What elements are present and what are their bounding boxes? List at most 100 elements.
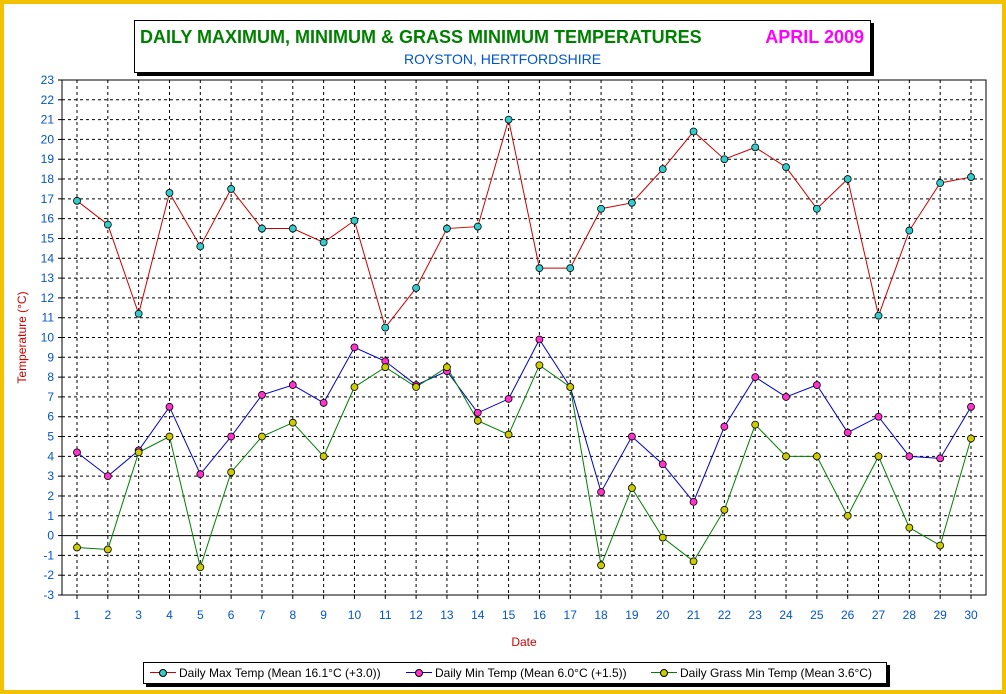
x-tick-label: 20 (656, 608, 670, 622)
max-temp-point (812, 204, 821, 213)
x-tick-label: 26 (841, 608, 855, 622)
x-axis-label: Date (511, 635, 537, 649)
grass-min-temp-point (258, 432, 266, 441)
x-tick-label: 10 (348, 608, 362, 622)
min-temp-point (905, 452, 914, 461)
max-temp-point (319, 238, 328, 247)
max-temp-point (165, 189, 174, 197)
x-tick-label: 16 (533, 608, 547, 622)
y-tick-label: 7 (47, 390, 54, 404)
max-temp-point (473, 222, 482, 231)
y-tick-label: 14 (41, 251, 55, 265)
y-tick-label: -3 (43, 588, 54, 602)
y-tick-label: 2 (47, 489, 54, 503)
x-tick-label: 15 (502, 608, 516, 622)
y-axis-label: Temperature (°C) (15, 291, 29, 383)
x-tick-label: 2 (104, 608, 111, 622)
x-tick-label: 6 (228, 608, 235, 622)
y-tick-label: 17 (41, 192, 55, 206)
max-temp-point (843, 175, 852, 183)
chart-subtitle: ROYSTON, HERTFORDSHIRE (403, 51, 602, 67)
legend-item-grass: Daily Grass Min Temp (Mean 3.6°C) (651, 666, 872, 680)
grass-min-temp-point (658, 533, 667, 542)
x-tick-label: 8 (289, 608, 296, 622)
max-temp-point (258, 224, 266, 233)
y-tick-label: 1 (47, 509, 54, 523)
min-temp-point (196, 470, 205, 479)
x-tick-label: 5 (197, 608, 204, 622)
chart-title-box: DAILY MAXIMUM, MINIMUM & GRASS MINIMUM T… (134, 20, 871, 73)
x-tick-label: 22 (718, 608, 732, 622)
grass-min-temp-line (76, 364, 972, 570)
y-tick-label: 19 (41, 152, 55, 166)
chart-title: DAILY MAXIMUM, MINIMUM & GRASS MINIMUM T… (140, 27, 702, 47)
legend-label-grass: Daily Grass Min Temp (Mean 3.6°C) (680, 666, 872, 680)
y-tick-label: 16 (41, 212, 55, 226)
x-tick-label: 29 (933, 608, 947, 622)
x-tick-label: 27 (872, 608, 886, 622)
grass-min-temp-point (103, 545, 112, 554)
min-temp-point (535, 335, 544, 344)
legend-item-min: Daily Min Temp (Mean 6.0°C (+1.5)) (406, 666, 627, 680)
grass-min-temp-point (196, 563, 205, 572)
max-temp-point (134, 309, 143, 318)
chart-period: APRIL 2009 (765, 27, 864, 47)
max-temp-point (412, 284, 421, 292)
x-tick-label: 7 (259, 608, 266, 622)
min-temp-point (627, 432, 636, 441)
min-temp-point (350, 343, 359, 352)
min-temp-point (288, 381, 297, 389)
grass-min-temp-point (812, 452, 821, 461)
min-temp-point (812, 381, 821, 389)
max-temp-point (689, 127, 698, 136)
x-tick-label: 1 (74, 608, 81, 622)
y-tick-label: 6 (47, 410, 54, 424)
max-temp-point (227, 185, 236, 193)
x-tick-label: 11 (379, 608, 392, 622)
min-temp-point (936, 454, 945, 463)
grass-min-temp-point (350, 383, 359, 391)
y-tick-label: 22 (41, 93, 55, 107)
legend-symbol-grass (651, 667, 677, 679)
grass-min-temp-point (843, 511, 852, 520)
max-temp-point (905, 226, 914, 235)
y-tick-label: 12 (41, 291, 55, 305)
y-tick-label: 13 (41, 271, 55, 285)
max-temp-line (76, 119, 972, 329)
max-temp-point (73, 196, 81, 205)
max-temp-point (381, 323, 390, 332)
max-temp-point (196, 242, 205, 251)
y-tick-label: 9 (47, 350, 54, 364)
legend-label-min: Daily Min Temp (Mean 6.0°C (+1.5)) (435, 666, 627, 680)
y-tick-label: 21 (41, 113, 55, 127)
max-temp-point (566, 264, 575, 273)
x-tick-label: 30 (964, 608, 978, 622)
min-temp-point (689, 498, 698, 506)
x-tick-label: 28 (903, 608, 917, 622)
grass-min-temp-point (597, 561, 605, 570)
max-temp-point (535, 264, 544, 273)
x-tick-label: 13 (440, 608, 454, 622)
grass-min-temp-point (720, 505, 729, 514)
grass-min-temp-point (967, 434, 975, 443)
y-tick-label: 11 (42, 311, 55, 325)
grass-min-temp-point (443, 363, 451, 372)
y-tick-label: 3 (47, 469, 54, 483)
legend-symbol-max (150, 667, 176, 679)
min-temp-point (751, 373, 760, 382)
x-tick-label: 18 (594, 608, 608, 622)
y-tick-label: 15 (41, 231, 55, 245)
min-temp-point (504, 395, 513, 403)
min-temp-point (720, 422, 729, 431)
max-temp-point (751, 143, 760, 152)
grass-min-temp-point (751, 420, 760, 429)
min-temp-point (165, 402, 174, 411)
y-tick-label: 4 (47, 449, 54, 463)
max-temp-point (350, 216, 359, 225)
grass-min-temp-point (905, 523, 914, 532)
min-temp-point (843, 428, 852, 437)
x-tick-label: 21 (687, 608, 701, 622)
max-temp-point (720, 155, 729, 164)
max-temp-point (597, 204, 605, 213)
max-temp-point (658, 165, 667, 174)
